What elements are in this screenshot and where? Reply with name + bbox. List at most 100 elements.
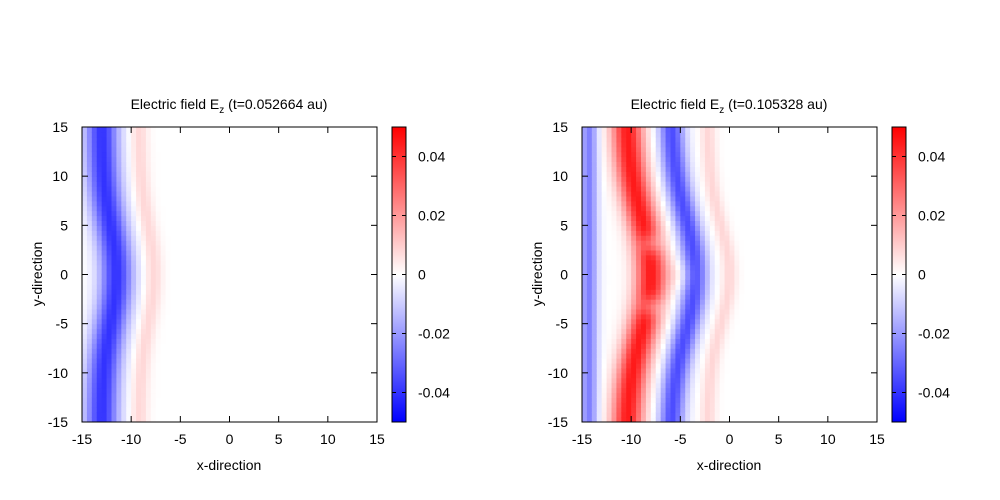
heatmap-cell	[621, 387, 627, 394]
heatmap-cell	[82, 407, 88, 413]
heatmap-cell	[332, 190, 339, 197]
heatmap-cell	[347, 289, 354, 295]
heatmap-cell	[200, 181, 206, 187]
heatmap-cell	[372, 264, 377, 271]
heatmap-cell	[145, 284, 152, 290]
heatmap-cell	[195, 235, 201, 241]
heatmap-cell	[626, 274, 632, 281]
heatmap-cell	[145, 136, 152, 143]
heatmap-cell	[86, 304, 93, 310]
heatmap-cell	[121, 127, 127, 133]
heatmap-cell	[298, 294, 304, 300]
heatmap-cell	[209, 176, 216, 182]
heatmap-cell	[229, 127, 236, 133]
heatmap-cell	[268, 220, 275, 226]
heatmap-cell	[273, 397, 280, 403]
heatmap-cell	[200, 151, 206, 158]
heatmap-cell	[160, 392, 167, 399]
heatmap-cell	[101, 333, 108, 340]
heatmap-cell	[86, 195, 93, 202]
heatmap-cell	[685, 176, 691, 182]
heatmap-cell	[645, 377, 652, 384]
heatmap-cell	[214, 358, 221, 364]
heatmap-cell	[645, 363, 652, 369]
heatmap-cell	[200, 382, 206, 389]
heatmap-cell	[655, 249, 662, 256]
heatmap-cell	[219, 279, 226, 285]
heatmap-cell	[596, 407, 603, 413]
heatmap-cell	[596, 274, 603, 281]
heatmap-cell	[636, 249, 642, 256]
heatmap-cell	[616, 205, 622, 212]
heatmap-cell	[680, 328, 686, 335]
heatmap-cell	[82, 294, 88, 300]
heatmap-cell	[611, 402, 618, 408]
heatmap-cell	[631, 254, 637, 261]
heatmap-cell	[175, 412, 181, 418]
heatmap-cell	[190, 274, 196, 281]
heatmap-cell	[332, 274, 339, 281]
heatmap-cell	[141, 240, 147, 246]
heatmap-cell	[596, 358, 603, 364]
heatmap-cell	[582, 304, 588, 310]
y-axis-label: y-direction	[29, 242, 45, 307]
heatmap-cell	[263, 156, 270, 163]
heatmap-cell	[606, 245, 613, 251]
heatmap-cell	[616, 156, 622, 163]
heatmap-cell	[601, 215, 608, 222]
heatmap-cell	[283, 284, 290, 290]
heatmap-cell	[327, 245, 334, 251]
heatmap-cell	[219, 131, 226, 138]
heatmap-cell	[131, 304, 137, 310]
heatmap-cell	[670, 348, 677, 354]
heatmap-cell	[185, 254, 191, 261]
heatmap-cell	[160, 146, 167, 153]
heatmap-cell	[631, 166, 637, 172]
heatmap-cell	[650, 407, 657, 413]
heatmap-cell	[352, 323, 358, 330]
heatmap-cell	[249, 156, 255, 163]
heatmap-cell	[195, 186, 201, 192]
heatmap-cell	[650, 328, 657, 335]
heatmap-cell	[82, 190, 88, 197]
heatmap-cell	[224, 289, 231, 295]
heatmap-cell	[372, 254, 377, 261]
heatmap-cell	[665, 308, 672, 315]
heatmap-cell	[352, 151, 358, 158]
heatmap-cell	[288, 176, 295, 182]
heatmap-cell	[131, 289, 137, 295]
heatmap-cell	[362, 200, 368, 207]
heatmap-cell	[185, 200, 191, 207]
heatmap-cell	[641, 372, 647, 379]
heatmap-cell	[685, 156, 691, 163]
heatmap-cell	[293, 190, 299, 197]
heatmap-cell	[170, 156, 177, 163]
heatmap-cell	[616, 259, 622, 266]
heatmap-cell	[160, 412, 167, 418]
heatmap-cell	[601, 245, 608, 251]
heatmap-cell	[586, 254, 593, 261]
heatmap-cell	[601, 397, 608, 403]
heatmap-cell	[645, 274, 652, 281]
heatmap-cell	[254, 392, 260, 399]
heatmap-cell	[655, 274, 662, 281]
heatmap-cell	[611, 220, 618, 226]
heatmap-cell	[332, 151, 339, 158]
heatmap-cell	[685, 136, 691, 143]
heatmap-cell	[303, 249, 309, 256]
heatmap-cell	[190, 279, 196, 285]
heatmap-cell	[141, 264, 147, 271]
heatmap-cell	[582, 348, 588, 354]
heatmap-cell	[357, 181, 363, 187]
heatmap-cell	[372, 318, 377, 325]
heatmap-cell	[239, 131, 245, 138]
heatmap-cell	[332, 358, 339, 364]
heatmap-cell	[641, 171, 647, 177]
heatmap-cell	[288, 343, 295, 349]
heatmap-cell	[111, 284, 118, 290]
heatmap-cell	[126, 328, 132, 335]
heatmap-cell	[327, 417, 334, 422]
heatmap-cell	[318, 289, 324, 295]
heatmap-cell	[170, 195, 177, 202]
heatmap-cell	[244, 284, 250, 290]
